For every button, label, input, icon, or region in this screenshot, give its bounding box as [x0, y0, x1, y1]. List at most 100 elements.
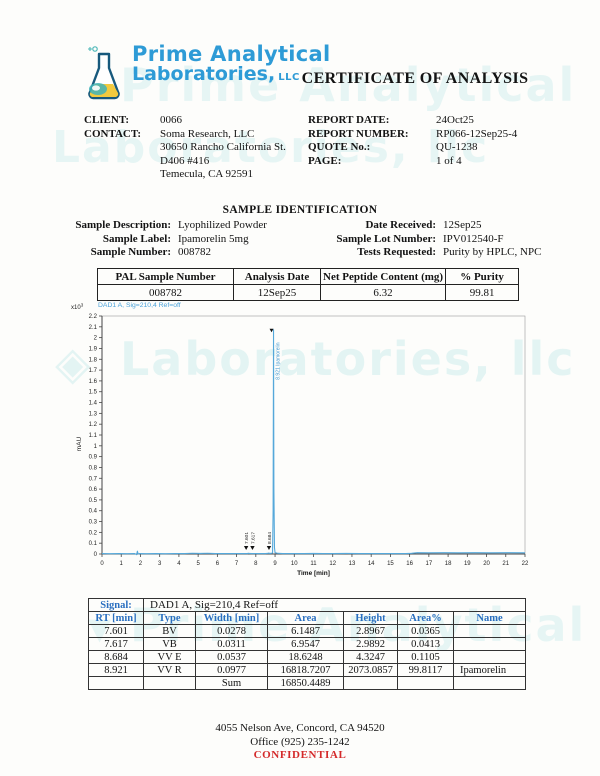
sample-label: Sample Number: [90, 246, 171, 258]
results-header: Analysis Date [233, 268, 321, 285]
x-axis-label: Time [min] [297, 570, 330, 577]
company-logo: Prime Analytical Laboratories, LLC [82, 42, 331, 102]
signal-cell: 16818.7207 [267, 663, 344, 677]
svg-text:0.6: 0.6 [89, 487, 98, 493]
chromatogram: 0 0.1 0.2 0.3 0.4 0.5 0.6 0.7 0.8 0.9 1 1.1 1.2 1.3 1.… [70, 296, 548, 598]
main-peak-label: 8.921 Ipamorelin [276, 342, 282, 379]
signal-cell: 4.3247 [343, 650, 398, 664]
signal-header: Width [min] [195, 611, 268, 625]
signal-cell: 6.1487 [267, 624, 344, 638]
svg-text:0.3: 0.3 [89, 520, 98, 526]
signal-cell [343, 676, 398, 690]
company-name: Prime Analytical Laboratories, LLC [132, 42, 331, 85]
signal-header: RT [min] [88, 611, 144, 625]
svg-text:3: 3 [158, 561, 162, 567]
svg-text:1: 1 [94, 444, 98, 450]
svg-text:6: 6 [216, 561, 220, 567]
chart-title: DAD1 A, Sig=210,4 Ref=off [98, 302, 181, 309]
svg-text:21: 21 [502, 561, 509, 567]
client-value: Soma Research, LLC [160, 127, 255, 140]
svg-text:15: 15 [387, 561, 394, 567]
svg-text:0.9: 0.9 [89, 455, 98, 461]
signal-cell [397, 676, 454, 690]
svg-text:11: 11 [310, 561, 317, 567]
signal-cell: 8.921 [88, 663, 144, 677]
y-multiplier: x103 [71, 303, 84, 312]
svg-text:1.5: 1.5 [89, 390, 98, 396]
svg-text:0.2: 0.2 [89, 530, 98, 536]
svg-text:0.5: 0.5 [89, 498, 98, 504]
svg-text:1: 1 [120, 561, 124, 567]
signal-header: Area% [397, 611, 454, 625]
svg-text:2: 2 [139, 561, 143, 567]
signal-cell [143, 676, 196, 690]
peak-rt-label: 7.601 [244, 532, 250, 544]
signal-cell: 7.601 [88, 624, 144, 638]
svg-text:1.6: 1.6 [89, 379, 98, 385]
company-name-line1: Prime Analytical [132, 42, 331, 66]
svg-text:0: 0 [100, 561, 104, 567]
signal-value: DAD1 A, Sig=210,4 Ref=off [143, 598, 526, 612]
results-header: Net Peptide Content (mg) [319, 268, 447, 285]
sample-label: Sample Label: [102, 232, 171, 245]
client-block: CLIENT: 0066 CONTACT: Soma Research, LLC 306… [84, 114, 309, 182]
signal-row: Sum 16850.4489 [88, 676, 526, 690]
report-label: REPORT DATE: [308, 114, 390, 126]
svg-text:17: 17 [426, 561, 433, 567]
signal-cell: Sum [195, 676, 268, 690]
svg-text:1.2: 1.2 [89, 422, 98, 428]
results-cell: 12Sep25 [233, 284, 321, 301]
signal-table: Signal: DAD1 A, Sig=210,4 Ref=off RT [min]… [88, 598, 526, 690]
report-label: REPORT NUMBER: [308, 127, 409, 140]
client-value: Temecula, CA 92591 [160, 168, 254, 180]
signal-cell: 18.6248 [267, 650, 344, 664]
svg-text:4: 4 [177, 561, 181, 567]
signal-cell: 0.0537 [195, 650, 268, 664]
signal-cell: 16850.4489 [267, 676, 344, 690]
signal-header: Name [453, 611, 526, 625]
svg-text:7: 7 [235, 561, 239, 567]
flask-icon [88, 46, 120, 100]
signal-cell [88, 676, 144, 690]
svg-text:5: 5 [196, 561, 200, 567]
report-value: 1 of 4 [436, 154, 462, 167]
client-value: D406 #416 [160, 154, 210, 167]
signal-cell: 0.0413 [397, 637, 454, 651]
signal-cell: Ipamorelin [453, 663, 526, 677]
signal-cell [453, 650, 526, 664]
signal-cell: 0.0977 [195, 663, 268, 677]
client-label [84, 141, 160, 155]
sample-value: IPV012540-F [443, 232, 504, 245]
sample-id-left: Sample Description: Lyophilized Powder Sam… [58, 219, 308, 260]
svg-text:13: 13 [349, 561, 356, 567]
sample-id-right: Date Received: 12Sep25 Sample Lot Number: I… [308, 219, 568, 260]
svg-text:0.7: 0.7 [89, 476, 98, 482]
page-footer: 4055 Nelson Ave, Concord, CA 94520 Offic… [0, 722, 600, 763]
report-value: QU-1238 [436, 141, 478, 153]
chromatogram-trace [101, 329, 526, 556]
signal-header: Area [267, 611, 344, 625]
svg-text:1.8: 1.8 [89, 357, 98, 363]
signal-row: 8.684 VV E 0.0537 18.6248 4.3247 0.1105 [88, 650, 526, 664]
svg-text:0.1: 0.1 [89, 541, 98, 547]
sample-label: Sample Lot Number: [336, 232, 436, 245]
client-value: 0066 [160, 114, 182, 126]
client-value: 30650 Rancho California St. [160, 141, 286, 153]
results-cell: 6.32 [319, 284, 447, 301]
signal-cell: 7.617 [88, 637, 144, 651]
svg-text:10: 10 [291, 561, 298, 567]
client-label: CLIENT: [84, 114, 130, 126]
sample-value: 12Sep25 [443, 219, 482, 231]
sample-value: Lyophilized Powder [178, 219, 267, 231]
client-label [84, 155, 160, 169]
company-name-suffix: LLC [278, 72, 300, 84]
sample-label: Sample Description: [75, 219, 171, 231]
peak-rt-label: 7.617 [250, 532, 256, 544]
client-label [84, 168, 160, 182]
svg-text:1.9: 1.9 [89, 346, 98, 352]
svg-text:0.8: 0.8 [89, 465, 98, 471]
svg-text:22: 22 [522, 561, 529, 567]
svg-text:18: 18 [445, 561, 452, 567]
signal-cell: 6.9547 [267, 637, 344, 651]
